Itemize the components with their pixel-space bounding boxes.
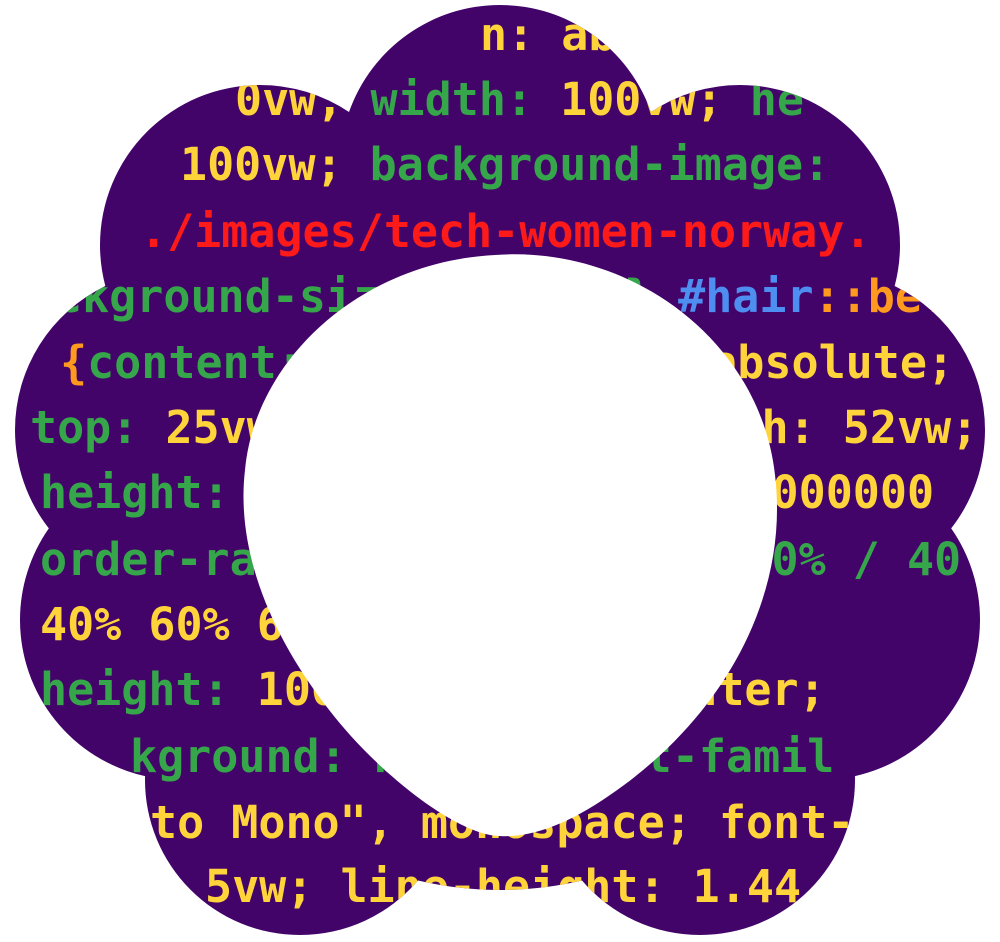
- face-shape: [243, 254, 778, 837]
- code-token: #hair: [678, 270, 813, 323]
- code-token: height:: [40, 663, 257, 716]
- code-token: he: [750, 73, 804, 126]
- code-token: background-image:: [370, 138, 831, 191]
- code-line: 0vw; width: 100vw; he: [235, 73, 804, 126]
- code-token: 0vw;: [235, 73, 370, 126]
- code-token: 100vw;: [180, 138, 370, 191]
- code-token: width:: [370, 73, 560, 126]
- code-line: ./images/tech-women-norway.: [140, 205, 872, 258]
- code-token: absolute;: [710, 336, 954, 389]
- code-token: ./images/tech-women-norway.: [140, 205, 872, 258]
- code-token: ::befo: [814, 270, 977, 323]
- code-line: 100vw; background-image:: [180, 138, 830, 191]
- code-token: {: [60, 336, 87, 389]
- code-token: 5vw; line-height: 1.44: [205, 860, 801, 913]
- code-token: 100vw;: [560, 73, 750, 126]
- code-token: height:: [40, 466, 257, 519]
- code-token: abso: [561, 8, 669, 61]
- code-line: 5vw; line-height: 1.44: [205, 860, 801, 913]
- code-token: n:: [480, 8, 561, 61]
- code-token: 52vw;: [843, 401, 978, 454]
- code-token: top:: [30, 401, 165, 454]
- code-line: n: abso: [480, 8, 670, 61]
